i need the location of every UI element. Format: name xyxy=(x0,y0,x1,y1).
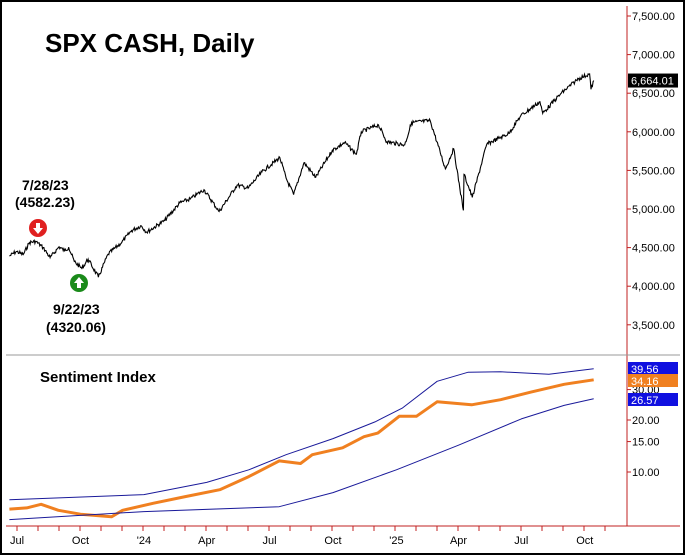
x-tick-label: '25 xyxy=(389,535,403,547)
annotation-date: 7/28/23 xyxy=(22,177,69,193)
y-tick-label: 5,500.00 xyxy=(632,165,675,177)
y-tick-label: 20.00 xyxy=(632,415,660,427)
x-tick-label: Jul xyxy=(262,535,276,547)
sell-arrow-icon xyxy=(29,219,47,237)
last-price-label: 6,664.01 xyxy=(631,76,674,88)
series-value-label: 34.16 xyxy=(631,376,659,388)
y-tick-label: 6,000.00 xyxy=(632,127,675,139)
price-panel: 7,500.00 7,000.00 6,500.00 6,000.00 5,500.00… xyxy=(9,11,678,335)
annotation-value: (4320.06) xyxy=(46,319,106,335)
sentiment-title: Sentiment Index xyxy=(40,369,157,386)
price-series-line xyxy=(9,72,595,278)
x-tick-label: Apr xyxy=(198,535,215,547)
x-tick-label: '24 xyxy=(137,535,151,547)
x-axis: Jul Oct '24 Apr Jul Oct '25 Apr Jul Oct xyxy=(10,526,606,547)
sentiment-band-line xyxy=(9,398,594,521)
series-value-badge xyxy=(628,393,678,406)
y-tick-label: 10.00 xyxy=(632,467,660,479)
y-tick-label: 6,500.00 xyxy=(632,88,675,100)
annotation-value: (4582.23) xyxy=(15,194,75,210)
x-tick-label: Jul xyxy=(514,535,528,547)
x-tick-label: Oct xyxy=(72,535,89,547)
buy-arrow-icon xyxy=(70,274,88,292)
y-tick-label: 3,500.00 xyxy=(632,320,675,332)
y-tick-label: 7,500.00 xyxy=(632,11,675,23)
y-tick-label: 7,000.00 xyxy=(632,50,675,62)
chart-title: SPX CASH, Daily xyxy=(45,28,255,58)
series-value-label: 39.56 xyxy=(631,364,659,376)
series-value-badge xyxy=(628,374,678,387)
y-tick-label: 15.00 xyxy=(632,437,660,449)
sentiment-line xyxy=(9,378,594,519)
y-tick-label: 4,000.00 xyxy=(632,281,675,293)
sentiment-band-line xyxy=(9,368,594,501)
y-tick-label: 4,500.00 xyxy=(632,243,675,255)
x-tick-label: Oct xyxy=(576,535,593,547)
x-tick-label: Jul xyxy=(10,535,24,547)
series-value-badge xyxy=(628,362,678,375)
x-tick-label: Oct xyxy=(324,535,341,547)
series-value-label: 26.57 xyxy=(631,395,659,407)
y-tick-label: 5,000.00 xyxy=(632,204,675,216)
x-tick-label: Apr xyxy=(450,535,467,547)
annotation-date: 9/22/23 xyxy=(53,301,100,317)
last-price-badge xyxy=(628,73,678,88)
